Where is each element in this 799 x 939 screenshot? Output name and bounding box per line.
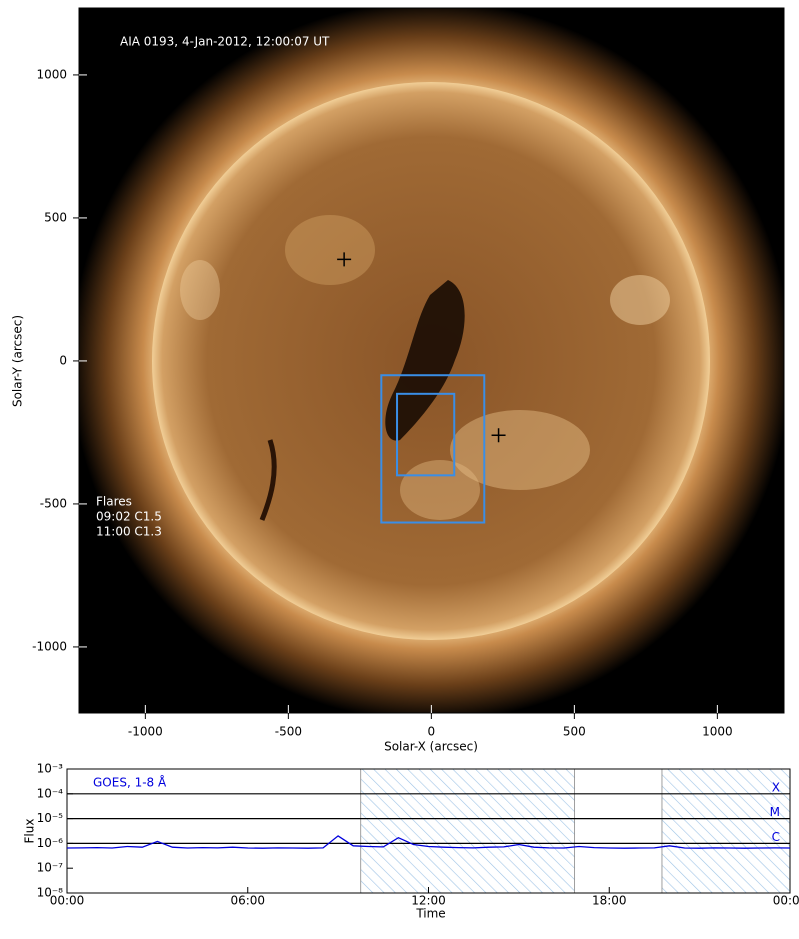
y-axis-label: Flux	[23, 819, 37, 844]
cross-marker	[337, 252, 352, 267]
y-tick-label: 10⁻⁸	[37, 886, 64, 900]
goes-panel: XMC00:0006:0012:0018:0000:0010⁻⁸10⁻⁷10⁻⁶…	[37, 762, 799, 908]
class-label: X	[772, 780, 780, 794]
x-tick-label: 00:00	[50, 894, 85, 908]
y-tick-label: 10⁻⁶	[37, 836, 64, 850]
class-label: M	[770, 805, 780, 819]
solar-image	[79, 8, 784, 713]
x-tick-label: 12:00	[411, 894, 446, 908]
x-tick-label: -500	[275, 725, 302, 739]
y-tick-label: 1000	[36, 67, 67, 81]
annotation: 09:02 C1.5	[96, 510, 162, 524]
x-tick-label: 0	[428, 725, 436, 739]
x-tick-label: 00:00	[773, 894, 799, 908]
annotation: 11:00 C1.3	[96, 525, 162, 539]
x-axis-label: Solar-X (arcsec)	[384, 740, 478, 754]
y-tick-label: 10⁻⁷	[37, 861, 64, 875]
class-label: C	[772, 830, 780, 844]
region-box	[396, 392, 456, 477]
annotation: Flares	[96, 495, 132, 509]
shaded-interval	[360, 768, 576, 894]
region-box	[380, 374, 486, 524]
cross-marker	[491, 428, 506, 443]
y-tick-label: 0	[59, 353, 67, 367]
shaded-interval	[661, 768, 791, 894]
x-tick-label: 18:00	[592, 894, 627, 908]
y-tick-label: 10⁻⁴	[37, 786, 64, 800]
x-tick-label: 06:00	[230, 894, 265, 908]
y-tick-label: -500	[40, 496, 67, 510]
image-title: AIA 0193, 4-Jan-2012, 12:00:07 UT	[120, 35, 330, 49]
legend-label: GOES, 1-8 Å	[93, 775, 167, 790]
y-tick-label: 500	[44, 210, 67, 224]
y-axis-label: Solar-Y (arcsec)	[11, 315, 25, 407]
y-tick-label: 10⁻⁵	[37, 811, 64, 825]
x-tick-label: 500	[563, 725, 586, 739]
x-tick-label: 1000	[702, 725, 733, 739]
x-axis-label: Time	[415, 907, 445, 921]
x-tick-label: -1000	[128, 725, 163, 739]
y-tick-label: 10⁻³	[37, 762, 64, 776]
y-tick-label: -1000	[32, 639, 67, 653]
flux-line	[66, 835, 791, 849]
